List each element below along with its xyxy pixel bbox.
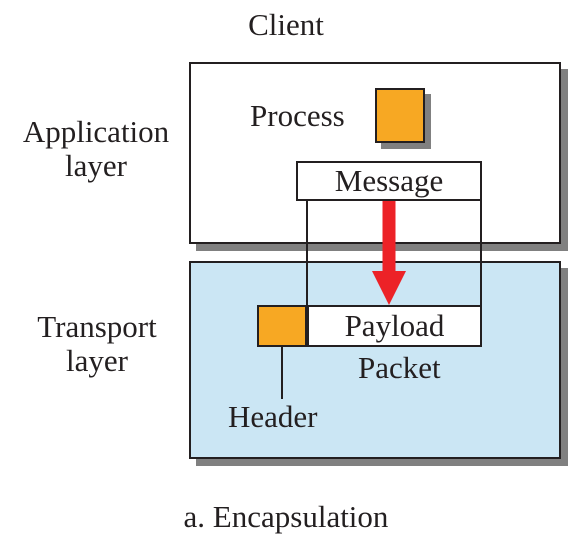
process-label: Process: [250, 99, 345, 133]
trans-layer-label: Transport layer: [12, 310, 182, 378]
header-box: [257, 305, 307, 347]
down-arrow-icon: [368, 201, 410, 305]
header-connector: [281, 347, 283, 399]
connector-left: [306, 201, 308, 305]
header-label: Header: [228, 400, 318, 434]
app-layer-label: Application layer: [6, 115, 186, 183]
connector-right: [480, 201, 482, 305]
packet-label: Packet: [358, 351, 441, 385]
payload-label: Payload: [307, 309, 482, 343]
title: Client: [0, 8, 572, 42]
message-label: Message: [296, 164, 482, 198]
caption: a. Encapsulation: [0, 500, 572, 534]
process-square: [375, 88, 425, 143]
